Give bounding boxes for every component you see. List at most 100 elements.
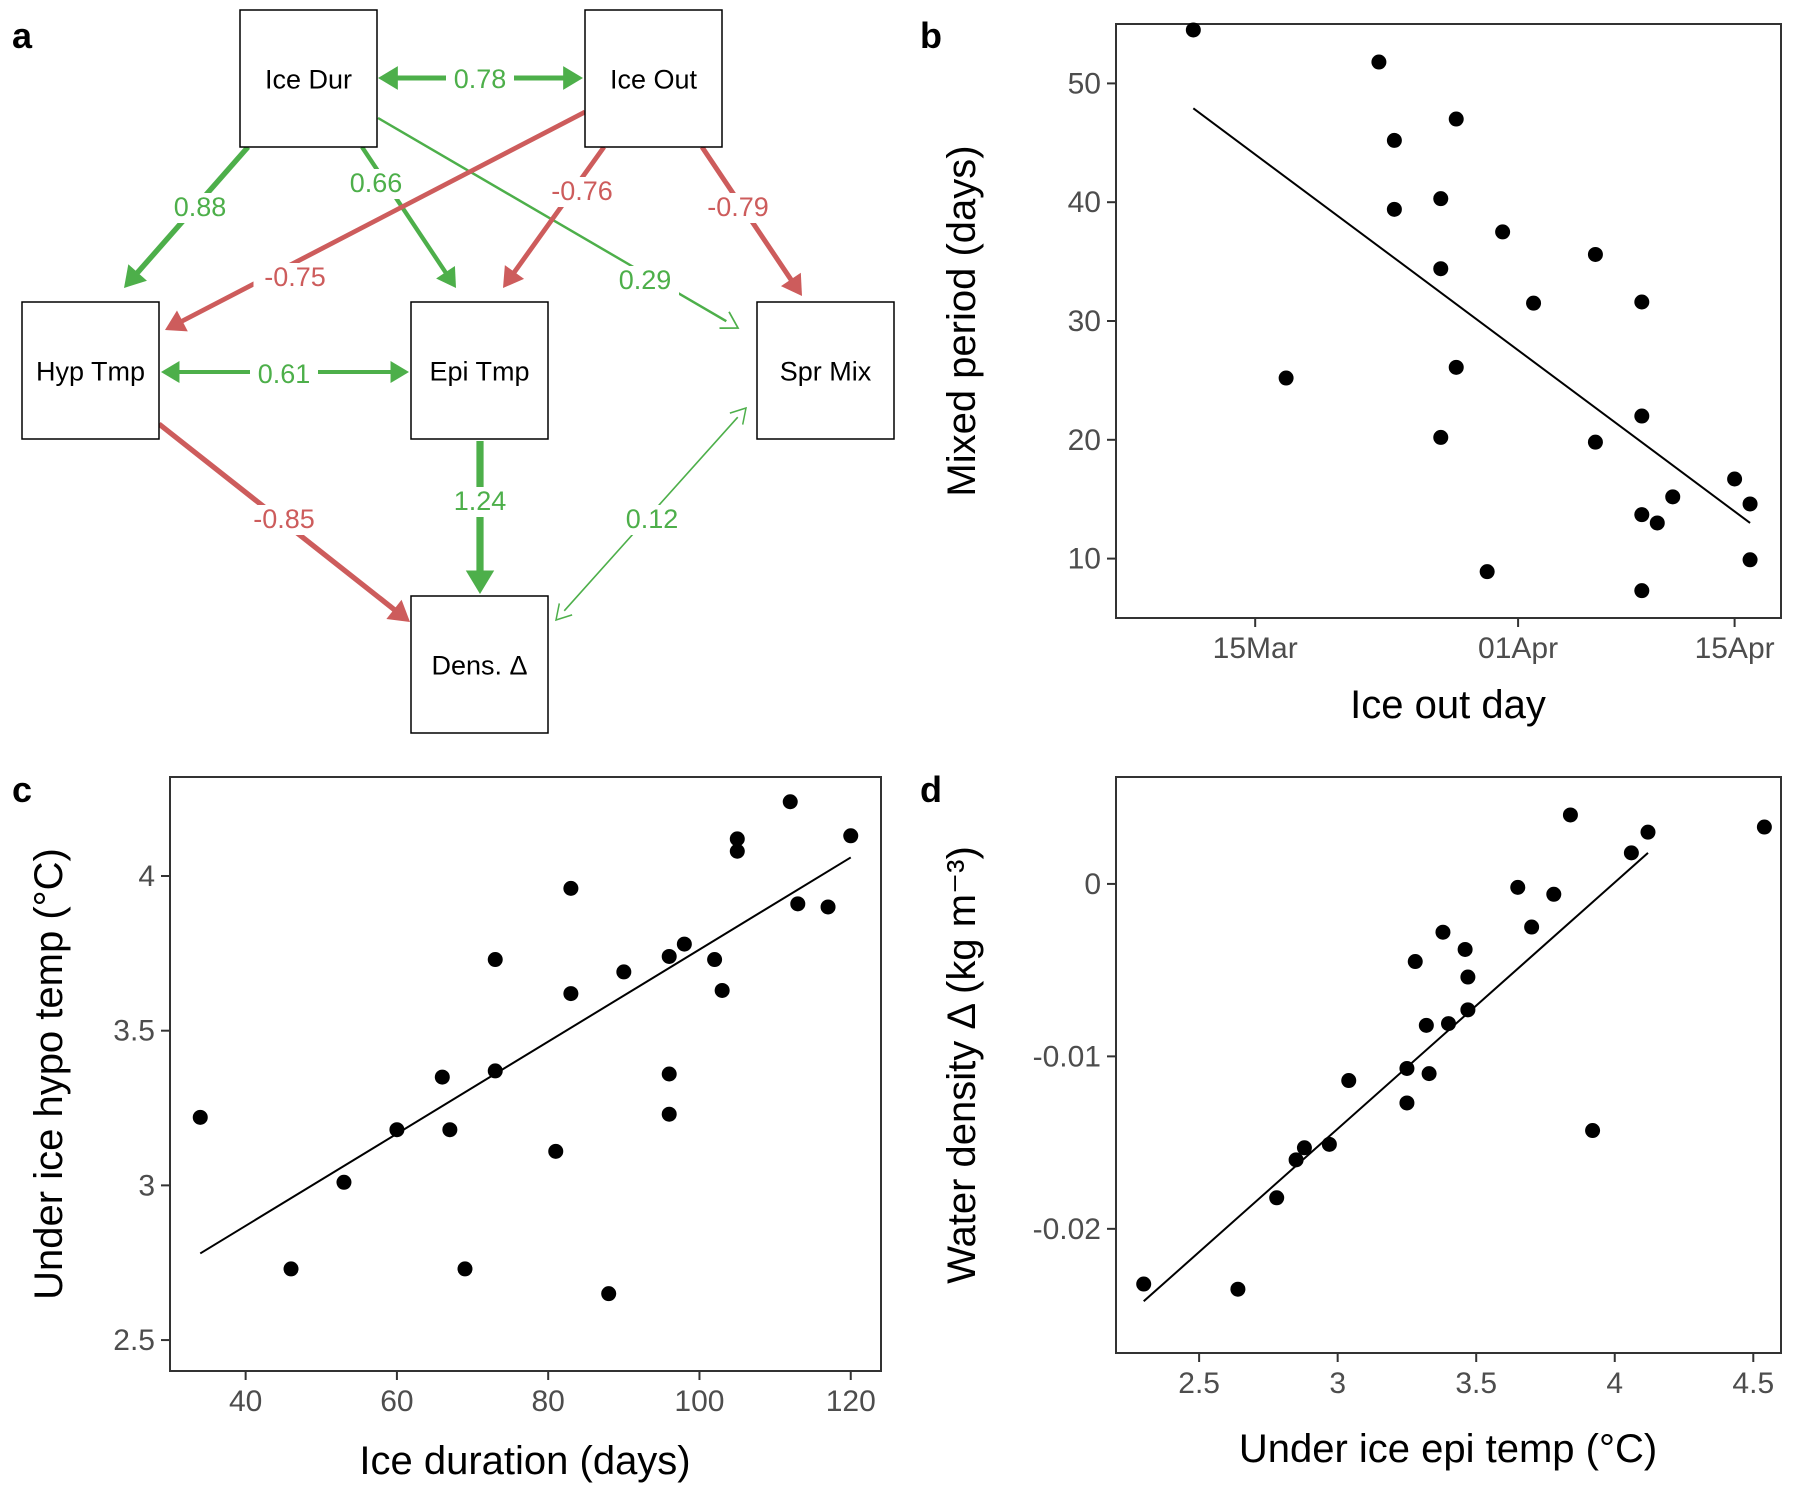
edge-iceout-hyptmp: -0.75 (165, 109, 587, 332)
data-point (616, 964, 632, 980)
data-point (283, 1261, 299, 1277)
node-label: Hyp Tmp (36, 357, 145, 387)
y-tick-label: 3 (138, 1169, 155, 1202)
data-point (1634, 294, 1650, 310)
data-point (661, 1066, 677, 1082)
data-point (601, 1286, 617, 1302)
edge-coefficient: 0.88 (174, 192, 227, 222)
node-iceout: Ice Out (584, 9, 723, 148)
x-tick-label: 3.5 (1455, 1367, 1497, 1400)
data-point (1510, 879, 1526, 895)
edge-coefficient: -0.85 (253, 504, 315, 534)
data-point (192, 1109, 208, 1125)
data-point (548, 1143, 564, 1159)
data-point (1321, 1136, 1337, 1152)
edge-label-bg (611, 266, 679, 296)
data-point (1269, 1190, 1285, 1206)
node-label: Epi Tmp (429, 357, 529, 387)
data-point (434, 1069, 450, 1085)
node-icedur: Ice Dur (239, 9, 378, 148)
panel-a-letter: a (12, 15, 33, 56)
node-sprmix: Spr Mix (756, 301, 895, 440)
data-point (457, 1261, 473, 1277)
data-point (1448, 111, 1464, 127)
data-point (336, 1174, 352, 1190)
edge-icedur-hyptmp: 0.88 (124, 145, 251, 288)
edge-label-bg (540, 177, 624, 207)
panel-d-scatter: d 2.5 3 3.5 4 4.5 -0.02 -0.01 0 Under ice epi t… (920, 769, 1782, 1471)
edge-line (510, 145, 606, 276)
node-label: Spr Mix (780, 357, 872, 387)
edge-line (360, 145, 449, 276)
x-tick-label: 3 (1329, 1367, 1346, 1400)
edge-iceout-epitmp: -0.76 (503, 145, 624, 288)
y-tick-label: 0 (1084, 868, 1101, 901)
data-point (1649, 515, 1665, 531)
y-tick-label: -0.01 (1033, 1040, 1101, 1073)
data-point (1587, 434, 1603, 450)
data-point (1727, 471, 1743, 487)
panel-b-x-axis-title: Ice out day (1350, 683, 1546, 727)
data-point (1448, 359, 1464, 375)
data-point (563, 880, 579, 896)
data-point (1634, 583, 1650, 599)
node-box (410, 301, 549, 440)
arrow-head (436, 266, 456, 288)
data-point (1407, 954, 1423, 970)
arrow-head (161, 360, 180, 384)
data-point (1441, 1016, 1456, 1032)
panel-c-letter: c (12, 769, 32, 810)
arrow-head (563, 66, 583, 90)
data-point (1460, 1002, 1476, 1018)
edge-line (178, 109, 587, 325)
data-point (1526, 295, 1542, 311)
panel-d-points (1136, 807, 1772, 1297)
edge-icedur-iceout: 0.78 (378, 64, 583, 95)
edge-coefficient: 0.29 (619, 265, 672, 295)
edge-coefficient: 0.66 (350, 168, 403, 198)
node-box (239, 9, 378, 148)
node-box (21, 301, 160, 440)
edge-label-bg (250, 360, 318, 390)
x-tick-label: 60 (380, 1385, 413, 1418)
data-point (676, 936, 692, 952)
data-point (1371, 54, 1387, 70)
edge-coefficient: -0.75 (264, 262, 326, 292)
data-point (1278, 370, 1294, 386)
data-point (1185, 22, 1201, 38)
arrow-head (465, 570, 495, 594)
edge-hyptmp-epitmp: 0.61 (161, 359, 409, 390)
node-box (756, 301, 895, 440)
edge-icedur-sprmix: 0.29 (377, 116, 740, 329)
data-point (1386, 201, 1402, 217)
edge-sprmix-dens: 0.12 (555, 406, 747, 622)
data-point (487, 952, 503, 968)
y-tick-label: 2.5 (113, 1324, 155, 1357)
path-nodes: Ice Dur Ice Out Hyp Tmp Epi Tmp Spr Mix Dens.… (21, 9, 895, 734)
arrow-head (390, 360, 409, 384)
panel-a-path-diagram: a 0.78 0.88 0.66 0.29 -0.75 -0.76 -0.79 0.61 -0.… (12, 9, 895, 734)
data-point (661, 948, 677, 964)
panel-b-axis-ticks: 15Mar 01Apr 15Apr 10 20 30 40 50 (1068, 67, 1775, 665)
data-point (1562, 807, 1578, 823)
data-point (1460, 969, 1476, 985)
panel-c-fit-line (199, 856, 852, 1255)
node-epitmp: Epi Tmp (410, 301, 549, 440)
data-point (1623, 845, 1639, 861)
x-tick-label: 01Apr (1478, 632, 1558, 665)
x-tick-label: 15Mar (1213, 632, 1298, 665)
y-tick-label: 40 (1068, 186, 1101, 219)
panel-c-points (192, 794, 859, 1302)
panel-b-y-axis-title: Mixed period (days) (940, 145, 984, 496)
panel-c-y-axis-title: Under ice hypo temp (°C) (27, 848, 71, 1300)
panel-b-plot-frame (1115, 23, 1782, 619)
panel-c-x-axis-title: Ice duration (days) (359, 1439, 690, 1483)
edge-label-bg (446, 487, 514, 517)
y-tick-label: 10 (1068, 543, 1101, 576)
data-point (563, 986, 579, 1002)
data-point (1421, 1066, 1437, 1082)
node-label: Ice Out (610, 65, 698, 95)
edge-label-bg (618, 505, 686, 535)
